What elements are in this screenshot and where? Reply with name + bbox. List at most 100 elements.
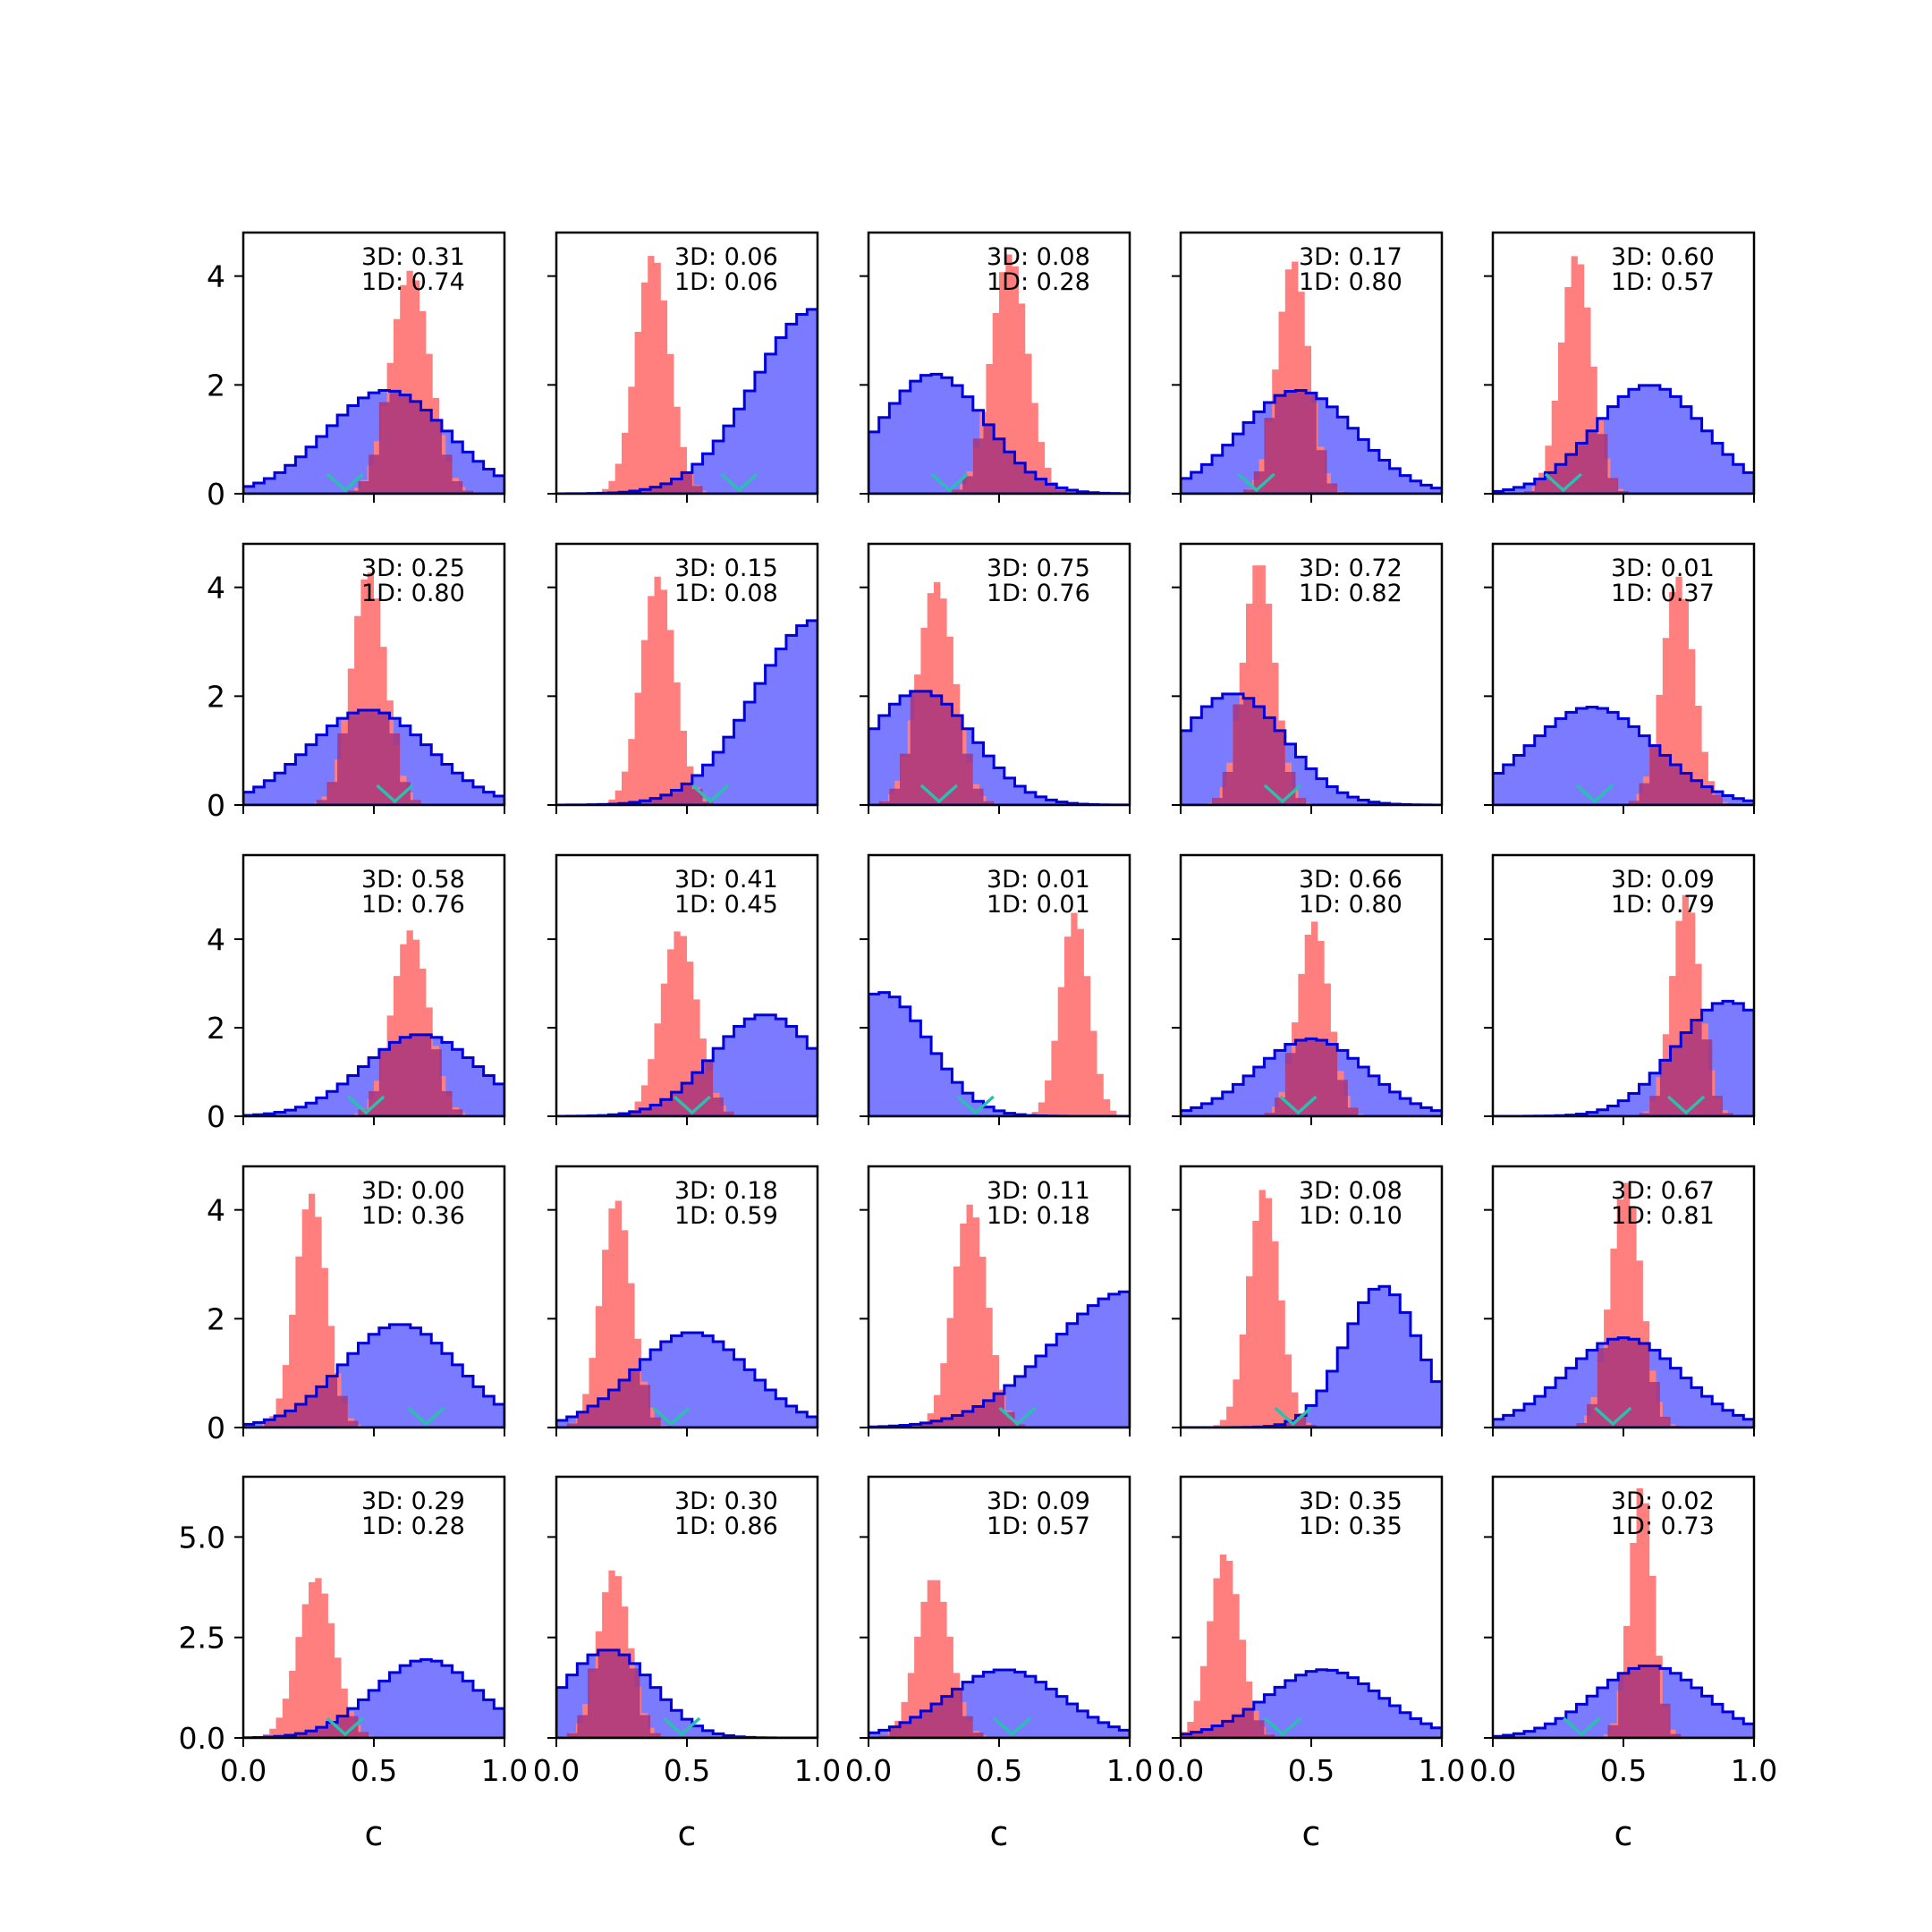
panel-plot-area: [1493, 1487, 1754, 1738]
estimate-marker: [720, 472, 758, 493]
estimate-marker: [326, 472, 365, 493]
blue-histogram-outline: [1181, 389, 1442, 494]
y-tick-label: 2: [207, 368, 225, 402]
estimate-marker: [1274, 1406, 1312, 1427]
overlap-histogram: [869, 691, 1130, 805]
y-tick-label: 0: [207, 1099, 225, 1134]
estimate-marker: [407, 1406, 445, 1427]
estimate-marker: [347, 1095, 386, 1115]
annotation-3d: 3D: 0.15: [674, 555, 778, 582]
annotation-1d: 1D: 0.28: [361, 1513, 465, 1540]
blue-histogram-fill: [1493, 385, 1754, 494]
annotation-1d: 1D: 0.76: [361, 891, 465, 919]
x-axis-label: c: [1302, 1814, 1321, 1853]
blue-histogram-outline: [1493, 1336, 1754, 1428]
red-histogram: [1181, 1554, 1442, 1738]
estimate-marker: [652, 1406, 691, 1427]
annotation-1d: 1D: 0.01: [987, 891, 1090, 919]
blue-histogram-outline: [1493, 1665, 1754, 1738]
annotation-1d: 1D: 0.08: [674, 580, 778, 607]
blue-histogram-fill: [869, 992, 1130, 1116]
overlap-histogram: [1181, 1038, 1442, 1116]
estimate-marker: [1263, 1716, 1302, 1737]
x-tick-label: 0.5: [1600, 1753, 1647, 1788]
annotation-3d: 3D: 0.01: [1611, 555, 1715, 582]
annotation-1d: 1D: 0.79: [1611, 891, 1715, 919]
x-tick-label: 0.0: [533, 1753, 580, 1788]
red-histogram: [1181, 1190, 1442, 1428]
annotation-3d: 3D: 0.00: [361, 1177, 465, 1205]
panel-plot-area: [556, 1570, 818, 1738]
annotation-1d: 1D: 0.28: [987, 268, 1090, 296]
panel-plot-area: [556, 931, 818, 1116]
panel-plot-area: [243, 1578, 504, 1738]
annotation-3d: 3D: 0.09: [987, 1487, 1090, 1515]
estimate-marker: [1279, 1095, 1318, 1115]
y-tick-label: 5.0: [179, 1520, 225, 1555]
estimate-marker: [1594, 1406, 1632, 1427]
blue-histogram-outline: [1493, 384, 1754, 494]
annotation-3d: 3D: 0.29: [361, 1487, 465, 1515]
x-axis-label: c: [678, 1814, 697, 1853]
y-tick-label: 4: [207, 1193, 225, 1228]
panel-plot-area: [1493, 1182, 1754, 1428]
panel-plot-area: [869, 254, 1130, 494]
panel-plot-area: [1181, 1554, 1442, 1738]
y-tick-label: 4: [207, 571, 225, 606]
y-tick-label: 2: [207, 1301, 225, 1336]
x-tick-label: 1.0: [1731, 1753, 1777, 1788]
annotation-1d: 1D: 0.06: [674, 268, 778, 296]
y-tick-label: 2: [207, 1011, 225, 1046]
x-tick-label: 1.0: [481, 1753, 528, 1788]
overlap-histogram: [1181, 1415, 1442, 1428]
blue-histogram-outline: [869, 372, 1130, 494]
x-tick-label: 0.0: [1470, 1753, 1516, 1788]
annotation-3d: 3D: 0.25: [361, 555, 465, 582]
y-tick-label: 2: [207, 679, 225, 714]
annotation-1d: 1D: 0.73: [1611, 1513, 1715, 1540]
panel-plot-area: [243, 1193, 504, 1428]
annotation-3d: 3D: 0.60: [1611, 243, 1715, 271]
annotation-3d: 3D: 0.08: [1299, 1177, 1402, 1205]
annotation-1d: 1D: 0.57: [1611, 268, 1715, 296]
y-tick-label: 0.0: [179, 1721, 225, 1756]
annotation-3d: 3D: 0.58: [361, 866, 465, 894]
red-histogram: [869, 254, 1130, 494]
x-axis-label: c: [990, 1814, 1009, 1853]
overlap-histogram: [869, 424, 1130, 494]
red-histogram: [243, 1578, 504, 1738]
annotation-3d: 3D: 0.66: [1299, 866, 1402, 894]
panel-plot-area: [556, 576, 818, 805]
red-histogram: [243, 1193, 504, 1428]
annotation-3d: 3D: 0.01: [987, 866, 1090, 894]
red-histogram: [1181, 261, 1442, 494]
annotation-1d: 1D: 0.36: [361, 1202, 465, 1230]
y-tick-label: 0: [207, 477, 225, 512]
x-tick-label: 1.0: [1419, 1753, 1465, 1788]
overlap-histogram: [243, 1716, 504, 1738]
annotation-1d: 1D: 0.81: [1611, 1202, 1715, 1230]
annotation-3d: 3D: 0.41: [674, 866, 778, 894]
blue-histogram-outline: [869, 1668, 1130, 1738]
panel-plot-area: [869, 912, 1130, 1116]
annotation-1d: 1D: 0.45: [674, 891, 778, 919]
panel-plot-area: [243, 930, 504, 1116]
panel-plot-area: [1493, 894, 1754, 1116]
panel-plot-area: [869, 1204, 1130, 1428]
estimate-marker: [993, 1716, 1031, 1737]
overlap-histogram: [1493, 1337, 1754, 1428]
overlap-histogram: [243, 391, 504, 494]
red-histogram: [556, 931, 818, 1116]
annotation-3d: 3D: 0.67: [1611, 1177, 1715, 1205]
annotation-3d: 3D: 0.75: [987, 555, 1090, 582]
estimate-marker: [1666, 1095, 1706, 1115]
blue-histogram-outline: [243, 708, 504, 805]
